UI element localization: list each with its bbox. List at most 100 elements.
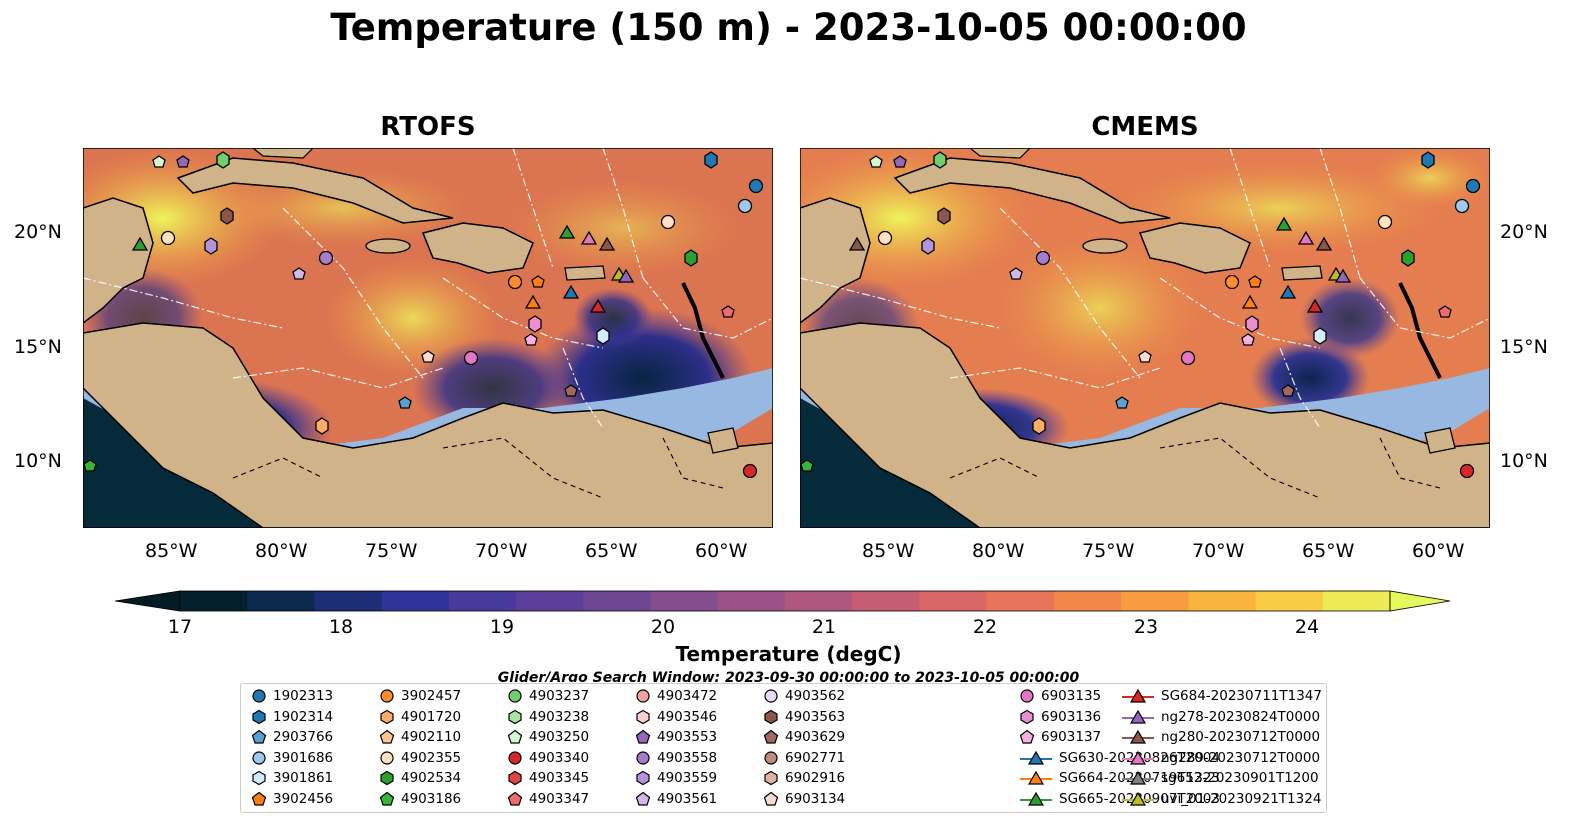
colorbar-bin — [1255, 591, 1324, 611]
colorbar-tick-label: 18 — [328, 616, 354, 638]
pentagon-marker-icon — [379, 791, 395, 806]
triangle-line-marker-icon — [1020, 750, 1052, 765]
lat-tick-label: 20°N — [1500, 221, 1548, 243]
legend-item: 4901720 — [379, 707, 461, 727]
legend-label: ng280-20230712T0000 — [1161, 729, 1321, 745]
lat-tick-label: 10°N — [1500, 450, 1548, 472]
lon-tick-label: 65°W — [585, 540, 638, 562]
pentagon-marker-icon — [507, 729, 523, 744]
colorbar-bin — [919, 591, 988, 611]
lon-tick-label: 85°W — [862, 540, 915, 562]
legend-label: 3901861 — [273, 770, 334, 786]
lon-tick-label: 75°W — [1082, 540, 1135, 562]
colorbar-bin — [381, 591, 450, 611]
colorbar-tick-label: 24 — [1294, 616, 1320, 638]
colorbar-bin — [1121, 591, 1189, 611]
legend-item: 4903561 — [635, 789, 717, 809]
hexagon-marker-icon — [380, 709, 394, 724]
colorbar-bin — [717, 591, 786, 611]
triangle-line-marker-icon — [1122, 688, 1154, 703]
legend-item: 4902355 — [379, 748, 461, 768]
circle-marker-icon — [636, 750, 650, 765]
temperature-colorbar — [115, 590, 1451, 612]
panel-title-cmems: CMEMS — [1091, 112, 1199, 142]
lat-tick-label: 15°N — [14, 336, 62, 358]
circle-marker-icon — [764, 750, 778, 765]
lon-tick-label: 70°W — [1192, 540, 1245, 562]
colorbar-tick-label: 19 — [489, 616, 515, 638]
legend-item: 3901861 — [251, 768, 333, 788]
panel-title-rtofs: RTOFS — [380, 112, 476, 142]
triangle-line-marker-icon — [1020, 770, 1052, 785]
legend-item: sg652-20230901T1200 — [1121, 768, 1319, 788]
legend-item: 1902313 — [251, 686, 333, 706]
lon-tick-label: 60°W — [695, 540, 748, 562]
search-window-text: Glider/Argo Search Window: 2023-09-30 00… — [497, 670, 1080, 682]
legend-item: 4903186 — [379, 789, 461, 809]
pentagon-marker-icon — [1019, 729, 1035, 744]
legend-item: ng278-20230824T0000 — [1121, 707, 1320, 727]
colorbar-bin — [986, 591, 1055, 611]
lon-tick-label: 80°W — [255, 540, 308, 562]
colorbar-extend-low — [115, 590, 181, 612]
legend-item: 6903137 — [1019, 727, 1101, 747]
temperature-map-cmems[interactable] — [800, 148, 1490, 528]
legend-label: 1902313 — [273, 688, 334, 704]
legend-item: 6903136 — [1019, 707, 1101, 727]
circle-marker-icon — [508, 689, 522, 703]
colorbar-bin — [650, 591, 719, 611]
hexagon-marker-icon — [764, 770, 778, 786]
legend-item: 4903558 — [635, 748, 717, 768]
hexagon-marker-icon — [252, 770, 266, 786]
legend-label: 4903562 — [785, 688, 846, 704]
colorbar-bin — [1188, 591, 1257, 611]
colorbar-tick-label: 20 — [650, 616, 676, 638]
colorbar-bin — [1053, 591, 1122, 611]
hexagon-marker-icon — [636, 770, 650, 786]
lon-tick-label: 70°W — [475, 540, 528, 562]
triangle-line-marker-icon — [1122, 791, 1154, 806]
hexagon-marker-icon — [508, 770, 522, 786]
lon-tick-label: 75°W — [365, 540, 418, 562]
legend-item: SG684-20230711T1347 — [1121, 686, 1322, 706]
colorbar-bin — [852, 591, 920, 611]
colorbar-extend-high — [1389, 590, 1451, 612]
lon-tick-label: 60°W — [1412, 540, 1465, 562]
colorbar-tick-label: 17 — [167, 616, 193, 638]
legend-label: 4903558 — [657, 749, 718, 766]
legend-label: 4903563 — [785, 708, 846, 725]
legend-label: 6903137 — [1041, 729, 1102, 745]
legend-item: 3901686 — [251, 748, 333, 768]
pentagon-marker-icon — [251, 729, 267, 744]
colorbar-bin — [448, 591, 517, 611]
legend-item: 4903559 — [635, 768, 717, 788]
legend-item: 4903546 — [635, 707, 717, 727]
colorbar-bin — [1322, 591, 1391, 611]
legend-label: 6902916 — [785, 770, 846, 786]
legend-item: 4903238 — [507, 707, 589, 727]
triangle-line-marker-icon — [1122, 750, 1154, 765]
colorbar-bin — [785, 591, 853, 611]
pentagon-marker-icon — [379, 729, 395, 744]
hexagon-marker-icon — [252, 709, 266, 724]
legend-item: 4903347 — [507, 789, 589, 809]
legend-label: 4903186 — [401, 790, 462, 807]
legend-item: ng280-20230712T0000 — [1121, 727, 1320, 747]
legend-label: 4903238 — [529, 708, 590, 725]
legend-label: 1902314 — [273, 708, 334, 725]
legend-label: 4903559 — [657, 770, 718, 786]
temperature-map-rtofs[interactable] — [83, 148, 773, 528]
legend-label: ng289-20230712T0000 — [1161, 749, 1321, 766]
legend-label: 4903629 — [785, 729, 846, 745]
pentagon-marker-icon — [635, 791, 651, 806]
legend-label: 6903135 — [1041, 688, 1102, 704]
colorbar-bin — [583, 591, 652, 611]
legend-item: 4903629 — [763, 727, 845, 747]
hexagon-marker-icon — [1020, 709, 1034, 724]
circle-marker-icon — [1020, 689, 1034, 703]
legend-item: 4903340 — [507, 748, 589, 768]
legend-item: ng289-20230712T0000 — [1121, 748, 1320, 768]
legend-label: SG684-20230711T1347 — [1161, 688, 1322, 704]
triangle-line-marker-icon — [1122, 709, 1154, 724]
legend-label: 4903345 — [529, 770, 590, 786]
